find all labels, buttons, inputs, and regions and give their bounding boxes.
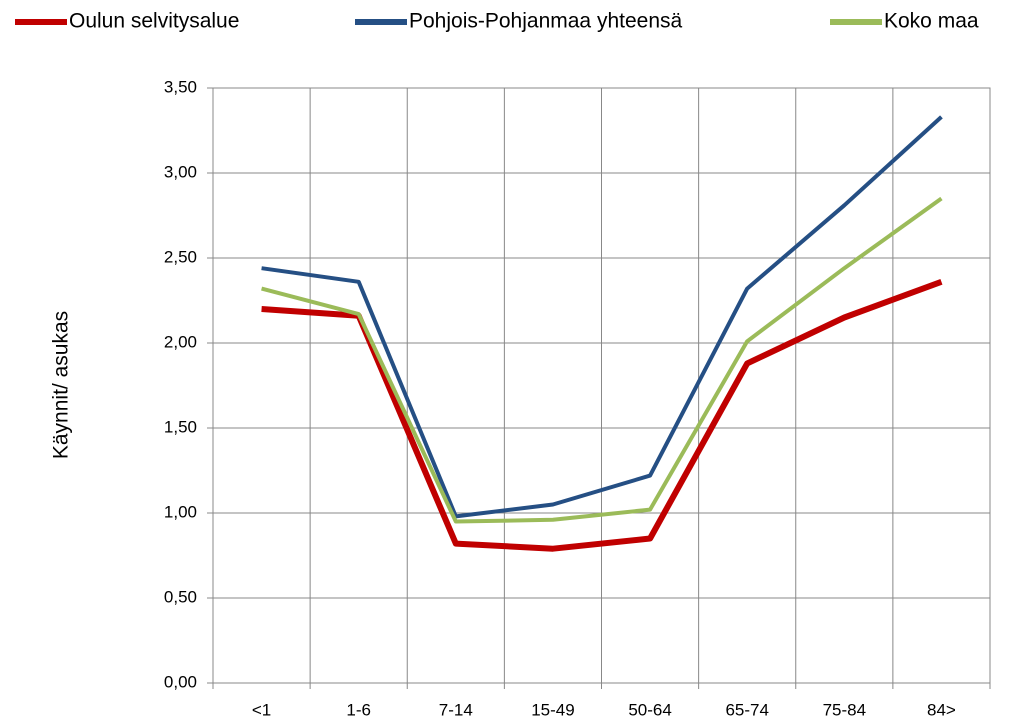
plot-border (212, 87, 991, 684)
series-line (261, 278, 943, 552)
y-tick-label: 0,50 (164, 587, 197, 606)
series-line (261, 196, 943, 524)
y-axis-label: Käynnit/ asukas (50, 311, 73, 459)
x-tick-label: 15-49 (531, 700, 574, 719)
y-tick-label: 3,00 (164, 162, 197, 181)
x-tick-label: 65-74 (725, 700, 768, 719)
x-tick-label: 75-84 (823, 700, 866, 719)
y-tick-label: 2,50 (164, 247, 197, 266)
legend-label: Koko maa (884, 10, 979, 33)
y-tick-label: 1,50 (164, 417, 197, 436)
x-tick-label: 1-6 (346, 700, 371, 719)
x-tick-label: 84> (927, 700, 956, 719)
y-tick-label: 0,00 (164, 672, 197, 691)
legend-label: Oulun selvitysalue (69, 10, 239, 33)
y-tick-label: 1,00 (164, 502, 197, 521)
x-tick-label: 50-64 (628, 700, 671, 719)
y-tick-label: 2,00 (164, 332, 197, 351)
legend-label: Pohjois-Pohjanmaa yhteensä (409, 10, 682, 33)
x-tick-label: 7-14 (439, 700, 473, 719)
series-line (261, 115, 943, 519)
y-tick-label: 3,50 (164, 77, 197, 96)
x-tick-label: <1 (252, 700, 271, 719)
